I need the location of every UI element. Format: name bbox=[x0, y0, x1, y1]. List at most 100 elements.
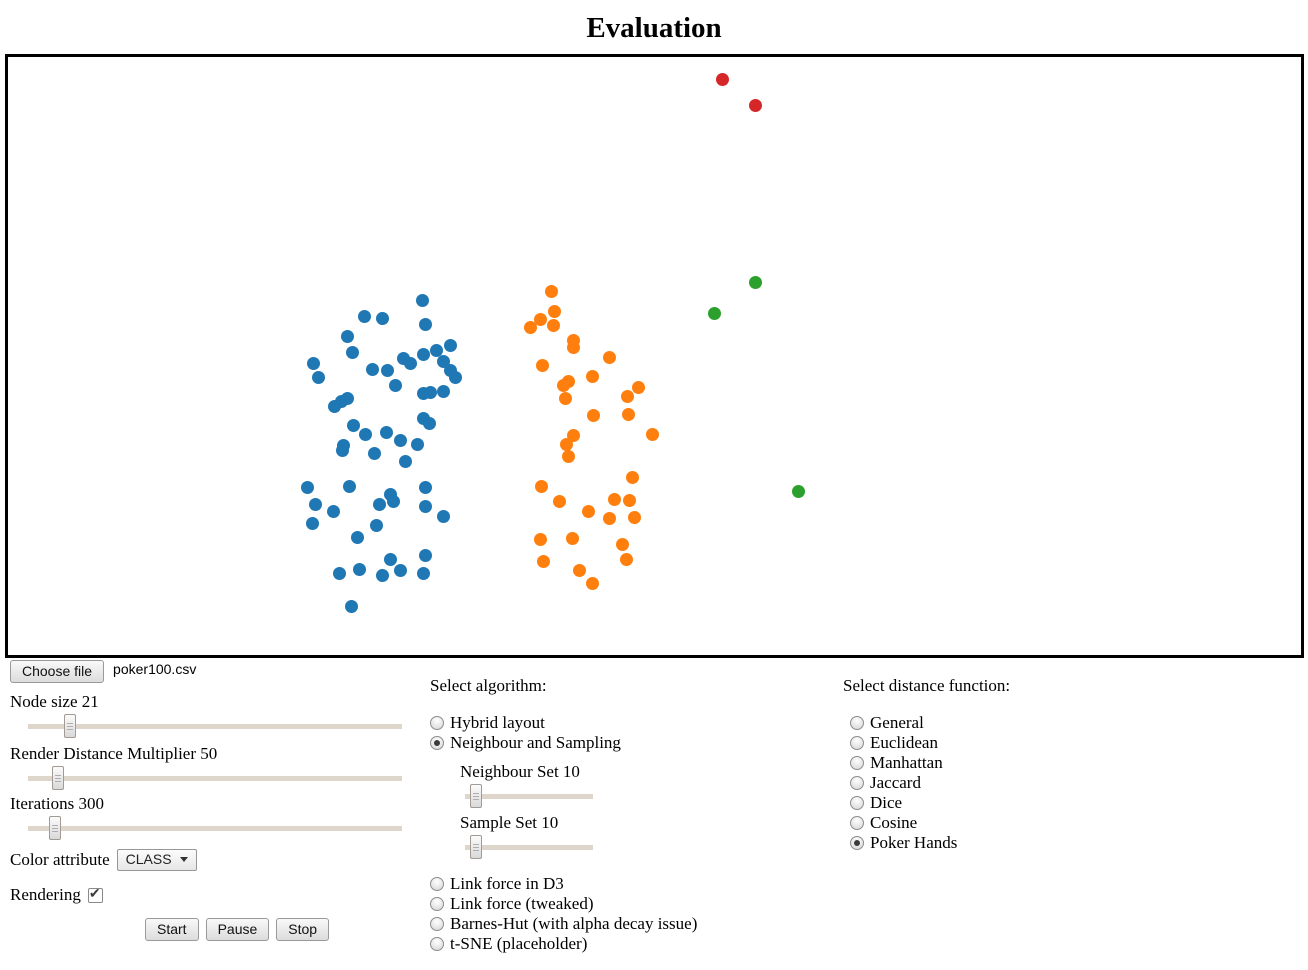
radio-icon[interactable] bbox=[430, 897, 444, 911]
pause-button[interactable]: Pause bbox=[205, 918, 270, 941]
data-point[interactable] bbox=[627, 510, 641, 524]
data-point[interactable] bbox=[581, 504, 595, 518]
data-point[interactable] bbox=[715, 72, 729, 86]
data-point[interactable] bbox=[352, 562, 366, 576]
radio-option-poker-hands[interactable]: Poker Hands bbox=[843, 833, 1243, 853]
data-point[interactable] bbox=[403, 356, 417, 370]
data-point[interactable] bbox=[311, 370, 325, 384]
slider-thumb[interactable] bbox=[470, 835, 483, 859]
data-point[interactable] bbox=[707, 306, 721, 320]
radio-icon[interactable] bbox=[850, 716, 864, 730]
choose-file-button[interactable]: Choose file bbox=[10, 660, 105, 683]
data-point[interactable] bbox=[358, 427, 372, 441]
data-point[interactable] bbox=[561, 449, 575, 463]
data-point[interactable] bbox=[534, 479, 548, 493]
radio-icon[interactable] bbox=[850, 816, 864, 830]
data-point[interactable] bbox=[556, 378, 570, 392]
radio-icon[interactable] bbox=[850, 776, 864, 790]
data-point[interactable] bbox=[422, 416, 436, 430]
data-point[interactable] bbox=[327, 399, 341, 413]
radio-icon[interactable] bbox=[430, 917, 444, 931]
data-point[interactable] bbox=[585, 576, 599, 590]
data-point[interactable] bbox=[305, 516, 319, 530]
data-point[interactable] bbox=[448, 370, 462, 384]
data-point[interactable] bbox=[443, 338, 457, 352]
data-point[interactable] bbox=[558, 391, 572, 405]
neighbour-set-slider[interactable] bbox=[465, 784, 593, 809]
data-point[interactable] bbox=[621, 407, 635, 421]
data-point[interactable] bbox=[375, 311, 389, 325]
data-point[interactable] bbox=[535, 358, 549, 372]
data-point[interactable] bbox=[308, 497, 322, 511]
radio-option-euclidean[interactable]: Euclidean bbox=[843, 733, 1243, 753]
data-point[interactable] bbox=[386, 494, 400, 508]
data-point[interactable] bbox=[436, 384, 450, 398]
slider-thumb[interactable] bbox=[48, 816, 61, 840]
data-point[interactable] bbox=[379, 425, 393, 439]
slider-thumb[interactable] bbox=[470, 784, 483, 808]
data-point[interactable] bbox=[416, 347, 430, 361]
radio-icon[interactable] bbox=[430, 716, 444, 730]
radio-icon[interactable] bbox=[430, 877, 444, 891]
data-point[interactable] bbox=[586, 408, 600, 422]
radio-icon[interactable] bbox=[430, 736, 444, 750]
data-point[interactable] bbox=[566, 340, 580, 354]
data-point[interactable] bbox=[369, 518, 383, 532]
node-size-slider[interactable] bbox=[28, 714, 402, 739]
data-point[interactable] bbox=[393, 433, 407, 447]
data-point[interactable] bbox=[380, 363, 394, 377]
data-point[interactable] bbox=[350, 530, 364, 544]
data-point[interactable] bbox=[418, 548, 432, 562]
data-point[interactable] bbox=[398, 454, 412, 468]
radio-option-hybrid-layout[interactable]: Hybrid layout bbox=[430, 713, 830, 733]
radio-option-cosine[interactable]: Cosine bbox=[843, 813, 1243, 833]
data-point[interactable] bbox=[546, 318, 560, 332]
data-point[interactable] bbox=[547, 304, 561, 318]
data-point[interactable] bbox=[645, 427, 659, 441]
data-point[interactable] bbox=[375, 568, 389, 582]
data-point[interactable] bbox=[423, 385, 437, 399]
rendering-checkbox[interactable]: ✔ bbox=[87, 885, 103, 903]
data-point[interactable] bbox=[536, 554, 550, 568]
data-point[interactable] bbox=[326, 504, 340, 518]
radio-option-dice[interactable]: Dice bbox=[843, 793, 1243, 813]
data-point[interactable] bbox=[300, 480, 314, 494]
stop-button[interactable]: Stop bbox=[276, 918, 330, 941]
data-point[interactable] bbox=[585, 369, 599, 383]
data-point[interactable] bbox=[335, 443, 349, 457]
data-point[interactable] bbox=[345, 345, 359, 359]
start-button[interactable]: Start bbox=[145, 918, 199, 941]
data-point[interactable] bbox=[418, 499, 432, 513]
data-point[interactable] bbox=[415, 293, 429, 307]
radio-icon[interactable] bbox=[850, 796, 864, 810]
render-distance-slider[interactable] bbox=[28, 766, 402, 791]
data-point[interactable] bbox=[436, 509, 450, 523]
data-point[interactable] bbox=[429, 343, 443, 357]
data-point[interactable] bbox=[340, 391, 354, 405]
data-point[interactable] bbox=[367, 446, 381, 460]
data-point[interactable] bbox=[357, 309, 371, 323]
radio-option-jaccard[interactable]: Jaccard bbox=[843, 773, 1243, 793]
radio-option-general[interactable]: General bbox=[843, 713, 1243, 733]
data-point[interactable] bbox=[602, 511, 616, 525]
data-point[interactable] bbox=[791, 484, 805, 498]
data-point[interactable] bbox=[344, 599, 358, 613]
data-point[interactable] bbox=[607, 492, 621, 506]
data-point[interactable] bbox=[306, 356, 320, 370]
data-point[interactable] bbox=[631, 380, 645, 394]
color-attribute-select[interactable]: CLASS bbox=[116, 849, 197, 871]
data-point[interactable] bbox=[619, 552, 633, 566]
data-point[interactable] bbox=[342, 479, 356, 493]
data-point[interactable] bbox=[340, 329, 354, 343]
data-point[interactable] bbox=[544, 284, 558, 298]
radio-option-link-force-d3[interactable]: Link force in D3 bbox=[430, 874, 830, 894]
radio-option-manhattan[interactable]: Manhattan bbox=[843, 753, 1243, 773]
sample-set-slider[interactable] bbox=[465, 835, 593, 860]
radio-icon[interactable] bbox=[850, 836, 864, 850]
data-point[interactable] bbox=[393, 563, 407, 577]
radio-option-tsne[interactable]: t-SNE (placeholder) bbox=[430, 934, 830, 954]
slider-thumb[interactable] bbox=[64, 714, 77, 738]
data-point[interactable] bbox=[622, 493, 636, 507]
data-point[interactable] bbox=[418, 480, 432, 494]
radio-icon[interactable] bbox=[430, 937, 444, 951]
